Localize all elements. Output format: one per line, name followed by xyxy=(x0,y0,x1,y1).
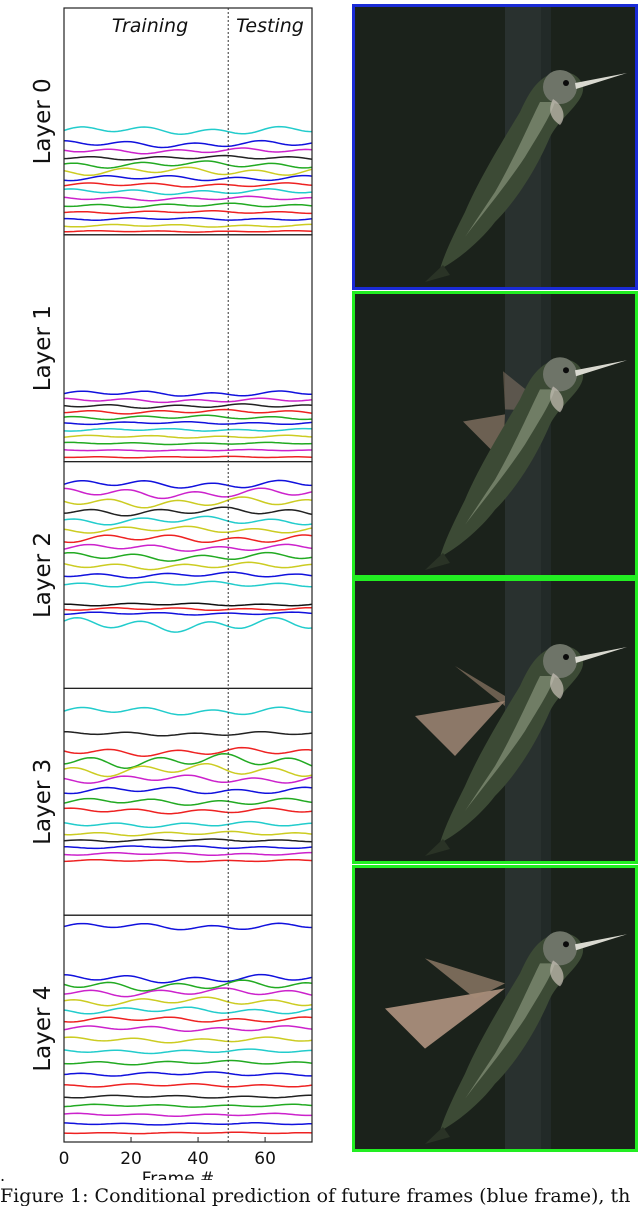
series-line-4-3 xyxy=(63,987,313,998)
predicted-frame xyxy=(352,865,638,1152)
series-line-2-4 xyxy=(63,515,313,526)
series-line-3-9 xyxy=(63,820,313,829)
series-line-2-5 xyxy=(63,525,313,534)
series-line-2-1 xyxy=(63,487,313,500)
series-line-0-4 xyxy=(63,160,313,169)
series-line-3-14 xyxy=(63,858,313,863)
series-line-4-10 xyxy=(63,1059,313,1066)
input-frame xyxy=(352,4,638,290)
x-tick-label-2: 40 xyxy=(187,1149,209,1169)
panel-label-3: Layer 3 xyxy=(30,759,56,845)
series-line-4-8 xyxy=(63,1036,313,1044)
series-line-0-10 xyxy=(63,202,313,209)
series-line-2-3 xyxy=(63,506,313,517)
series-line-1-8 xyxy=(63,441,313,446)
series-line-4-9 xyxy=(63,1048,313,1055)
series-line-2-9 xyxy=(63,561,313,571)
series-line-4-16 xyxy=(63,1122,313,1126)
series-line-4-7 xyxy=(63,1025,313,1033)
panel-frame-4 xyxy=(63,914,313,1143)
series-line-3-13 xyxy=(63,851,312,857)
panel-label-1: Layer 1 xyxy=(30,305,56,391)
series-line-4-5 xyxy=(63,1006,313,1015)
series-line-3-3 xyxy=(63,752,313,769)
x-axis-label: Frame # xyxy=(142,1169,215,1180)
series-line-1-9 xyxy=(63,448,312,452)
header-testing: Testing xyxy=(236,15,304,37)
panel-label-0: Layer 0 xyxy=(30,78,56,164)
series-line-1-1 xyxy=(64,397,313,404)
series-line-1-2 xyxy=(63,403,313,409)
series-line-1-6 xyxy=(63,427,313,432)
series-line-0-1 xyxy=(63,139,313,149)
series-line-0-3 xyxy=(63,154,313,161)
series-line-4-4 xyxy=(63,996,313,1007)
series-line-1-7 xyxy=(63,434,313,439)
series-line-2-6 xyxy=(63,534,313,544)
header-training: Training xyxy=(112,15,188,37)
series-line-2-8 xyxy=(63,551,313,562)
series-line-3-5 xyxy=(63,774,313,784)
series-line-4-14 xyxy=(63,1103,313,1108)
caption-leading-mark: . xyxy=(0,1166,6,1185)
series-line-1-5 xyxy=(63,420,313,426)
panel-label-4: Layer 4 xyxy=(30,986,56,1072)
figure-caption: Figure 1: Conditional prediction of futu… xyxy=(0,1186,631,1206)
series-line-0-9 xyxy=(63,195,313,202)
series-line-4-2 xyxy=(63,979,313,992)
series-line-0-8 xyxy=(63,188,313,196)
x-tick-label-1: 20 xyxy=(120,1149,142,1169)
series-line-4-1 xyxy=(63,973,313,984)
series-line-0-11 xyxy=(63,210,312,215)
series-line-4-11 xyxy=(63,1071,312,1077)
series-line-0-7 xyxy=(63,182,313,188)
series-line-3-6 xyxy=(63,786,313,795)
series-line-1-10 xyxy=(64,455,313,459)
series-line-3-10 xyxy=(63,830,313,837)
series-line-1-3 xyxy=(63,408,313,415)
predicted-frame xyxy=(352,578,638,864)
x-tick-label-3: 60 xyxy=(254,1149,276,1169)
series-line-3-2 xyxy=(63,746,313,757)
series-line-3-11 xyxy=(63,838,313,843)
panel-frame-3 xyxy=(63,687,313,916)
series-line-4-12 xyxy=(63,1083,313,1088)
panel-frame-1 xyxy=(63,234,313,463)
series-line-0-0 xyxy=(63,125,313,135)
series-line-4-15 xyxy=(63,1112,312,1117)
series-line-4-13 xyxy=(63,1094,312,1099)
series-line-2-11 xyxy=(63,580,313,588)
series-line-0-12 xyxy=(64,216,313,221)
series-line-3-1 xyxy=(64,730,313,737)
series-line-2-2 xyxy=(63,496,313,509)
series-line-1-0 xyxy=(63,390,312,397)
panel-label-2: Layer 2 xyxy=(30,532,56,618)
series-line-0-6 xyxy=(63,174,313,182)
series-line-3-7 xyxy=(63,797,313,806)
series-line-2-15 xyxy=(63,616,313,633)
panel-frame-0 xyxy=(63,7,313,236)
layer-activation-chart: Layer 0 Layer 1 Layer 2 Layer 3 Layer 4 Train… xyxy=(30,7,313,1180)
series-line-2-12 xyxy=(63,602,313,607)
series-line-3-8 xyxy=(63,807,313,815)
series-line-4-17 xyxy=(63,1131,313,1135)
series-line-0-2 xyxy=(63,147,313,155)
series-line-4-0 xyxy=(63,922,313,931)
series-line-2-13 xyxy=(63,606,312,612)
series-line-2-14 xyxy=(63,611,313,616)
series-line-3-0 xyxy=(63,706,313,716)
series-line-1-4 xyxy=(63,414,313,421)
x-tick-label-0: 0 xyxy=(59,1149,70,1169)
series-line-0-14 xyxy=(63,229,313,233)
series-line-2-0 xyxy=(63,479,313,489)
series-line-2-10 xyxy=(63,571,313,579)
series-line-0-5 xyxy=(63,166,313,177)
predicted-frame xyxy=(352,291,638,578)
series-line-3-4 xyxy=(63,762,313,778)
series-line-0-13 xyxy=(63,223,312,228)
series-line-4-6 xyxy=(63,1016,313,1023)
series-line-3-12 xyxy=(64,845,313,850)
series-line-2-7 xyxy=(63,543,313,552)
